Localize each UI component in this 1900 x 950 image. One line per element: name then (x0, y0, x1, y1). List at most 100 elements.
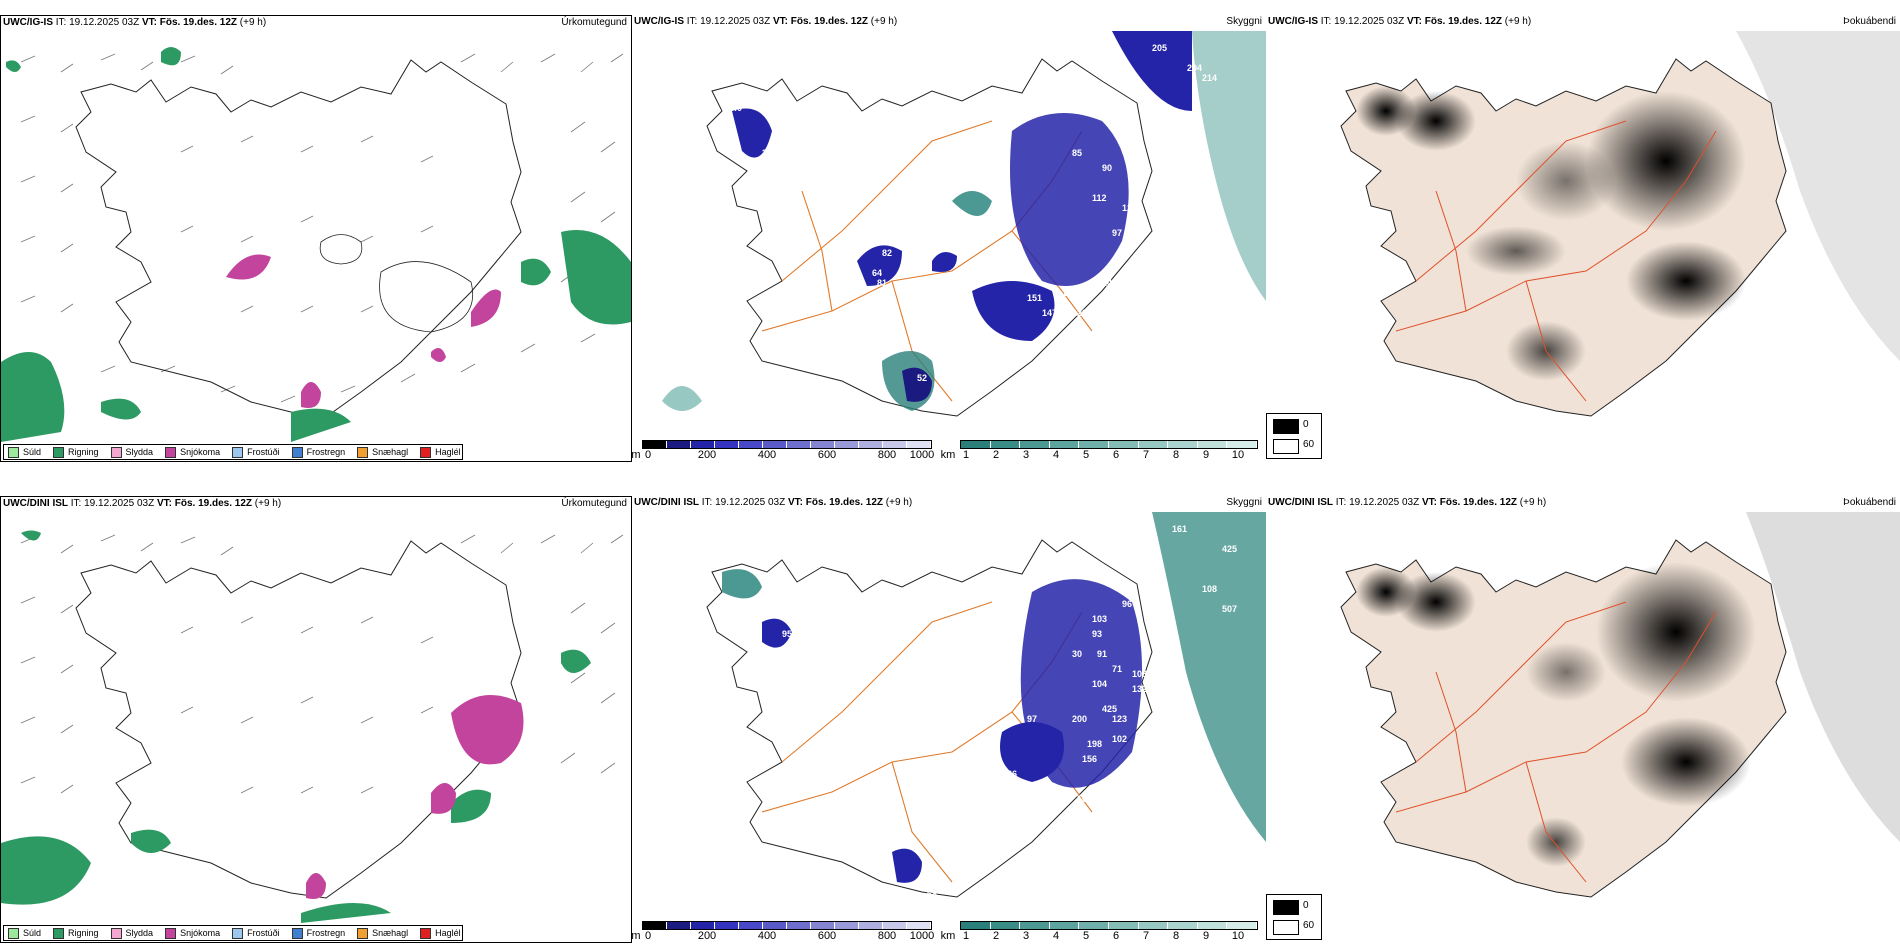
valid-time-label: VT: (156, 498, 172, 509)
init-time: IT: 19.12.2025 03Z (686, 16, 771, 27)
legend-item: Slydda (110, 446, 153, 458)
valid-time-label: VT: (1421, 497, 1437, 508)
init-time: IT: 19.12.2025 03Z (701, 497, 786, 508)
cloud-base-label: 161 (1172, 524, 1187, 534)
legend-item: Slydda (110, 927, 153, 939)
road-network (1395, 601, 1717, 883)
valid-time: Fös. 19.des. 12Z (174, 498, 253, 509)
panel-header: UWC/IG-IS IT: 19.12.2025 03Z VT: Fös. 19… (1, 16, 631, 32)
visibility-panel-bottom: UWC/DINI ISL IT: 19.12.2025 03Z VT: Fös.… (631, 496, 1266, 943)
precip-legend: Súld Rigning Slydda Snjókoma Frostúði Fr… (3, 444, 463, 460)
cloud-base-label: 52 (917, 373, 927, 383)
panel-header: UWC/IG-IS IT: 19.12.2025 03Z VT: Fös. 19… (1266, 15, 1900, 31)
cloud-base-label: 131 (1062, 288, 1077, 298)
cloud-base-label: 425 (1102, 704, 1117, 714)
lead-time: (+9 h) (239, 17, 267, 28)
cloud-base-label: 72 (1092, 53, 1102, 63)
cloud-base-label: 250 (982, 218, 997, 228)
valid-time-label: VT: (772, 16, 788, 27)
cloud-base-label: 82 (882, 248, 892, 258)
fog-panel-top: UWC/IG-IS IT: 19.12.2025 03Z VT: Fös. 19… (1266, 15, 1900, 462)
low-cloud-areas (722, 569, 1142, 883)
panel-header: UWC/DINI ISL IT: 19.12.2025 03Z VT: Fös.… (632, 496, 1266, 512)
panel-title: Úrkomutegund (561, 498, 627, 509)
iceland-fog-map (1340, 512, 1900, 898)
panel-title: Skyggni (1226, 16, 1262, 27)
cloud-base-label: 91 (1032, 794, 1042, 804)
cloud-base-label: 200 (1072, 714, 1087, 724)
panel-title: Þokuábendi (1843, 497, 1896, 508)
wind-barbs (20, 53, 624, 403)
panel-header: UWC/DINI ISL IT: 19.12.2025 03Z VT: Fös.… (1266, 496, 1900, 512)
iceland-precip-map (1, 47, 631, 442)
cloud-base-label: 96 (1122, 599, 1132, 609)
lead-time: (+9 h) (254, 498, 282, 509)
valid-time: Fös. 19.des. 12Z (1439, 497, 1518, 508)
cloud-base-label: 128 (1072, 308, 1087, 318)
cloud-base-label: 97 (1112, 228, 1122, 238)
wind-barbs (20, 534, 624, 794)
legend-item: Snæhagl (357, 927, 408, 939)
panel-header: UWC/IG-IS IT: 19.12.2025 03Z VT: Fös. 19… (632, 15, 1266, 31)
cloud-base-label: 104 (1092, 679, 1107, 689)
cloud-base-label: 103 (1092, 614, 1107, 624)
fog-areas (1356, 86, 1746, 381)
cloud-base-label: 204 (1187, 63, 1202, 73)
legend-item: Rigning (53, 446, 99, 458)
legend-item: Frostúði (232, 927, 280, 939)
legend-item: Snjókoma (165, 446, 220, 458)
cloud-base-label: 198 (1087, 739, 1102, 749)
fog-panel-bottom: UWC/DINI ISL IT: 19.12.2025 03Z VT: Fös.… (1266, 496, 1900, 943)
low-cloud-areas (662, 108, 1129, 411)
lead-time: (+9 h) (885, 497, 913, 508)
cloud-base-label: 64 (872, 268, 882, 278)
cloud-base-label: 108 (1202, 584, 1217, 594)
cloud-base-label: 30 (1072, 649, 1082, 659)
iceland-fog-map (1340, 31, 1900, 417)
fog-legend: 0 60 (1266, 894, 1322, 940)
valid-time-label: VT: (1406, 16, 1422, 27)
cloud-base-label: 148 (1102, 278, 1117, 288)
cloud-base-label: 156 (1082, 754, 1097, 764)
cloud-base-label: 123 (1112, 714, 1127, 724)
legend-item: Frostregn (291, 446, 345, 458)
visibility-panel-top: UWC/IG-IS IT: 19.12.2025 03Z VT: Fös. 19… (631, 15, 1266, 462)
precip-legend: Súld Rigning Slydda Snjókoma Frostúði Fr… (3, 925, 463, 941)
road-network (1395, 120, 1717, 402)
init-time: IT: 19.12.2025 03Z (55, 17, 140, 28)
cloud-base-label: 47 (927, 909, 937, 919)
iceland-outline (75, 59, 522, 418)
legend-item: Snjókoma (165, 927, 220, 939)
lead-time: (+9 h) (1504, 16, 1532, 27)
valid-time-label: VT: (141, 17, 157, 28)
cloud-base-label: 33 (762, 148, 772, 158)
legend-item: Haglél (420, 446, 461, 458)
model-name: UWC/IG-IS (1268, 16, 1318, 27)
cloud-base-label: 132 (1132, 684, 1147, 694)
cloud-base-label: 147 (1042, 308, 1057, 318)
rain-areas (1, 47, 631, 442)
cloud-base-label: 108 (1132, 669, 1147, 679)
valid-time: Fös. 19.des. 12Z (159, 17, 238, 28)
valid-time: Fös. 19.des. 12Z (790, 16, 869, 27)
model-name: UWC/IG-IS (3, 17, 53, 28)
cloud-base-label: 60 (952, 383, 962, 393)
cloud-base-label: 90 (1102, 163, 1112, 173)
cloud-base-label: 81 (877, 278, 887, 288)
valid-time-label: VT: (787, 497, 803, 508)
init-time: IT: 19.12.2025 03Z (1335, 497, 1420, 508)
cloud-base-label: 67 (962, 248, 972, 258)
legend-item: Súld (8, 927, 41, 939)
snow-areas (226, 254, 501, 408)
colorbar-meters: m 0 200 400 600 800 1000 (631, 921, 934, 943)
cloud-base-label: 102 (1112, 734, 1127, 744)
cloud-base-label: 91 (1097, 649, 1107, 659)
cloud-base-label: 214 (1202, 73, 1217, 83)
cloud-base-label: 68 (927, 889, 937, 899)
init-time: IT: 19.12.2025 03Z (1320, 16, 1405, 27)
cloud-base-label: 97 (1027, 714, 1037, 724)
iceland-precip-map (1, 530, 624, 923)
cloud-base-label: 54 (952, 403, 962, 413)
